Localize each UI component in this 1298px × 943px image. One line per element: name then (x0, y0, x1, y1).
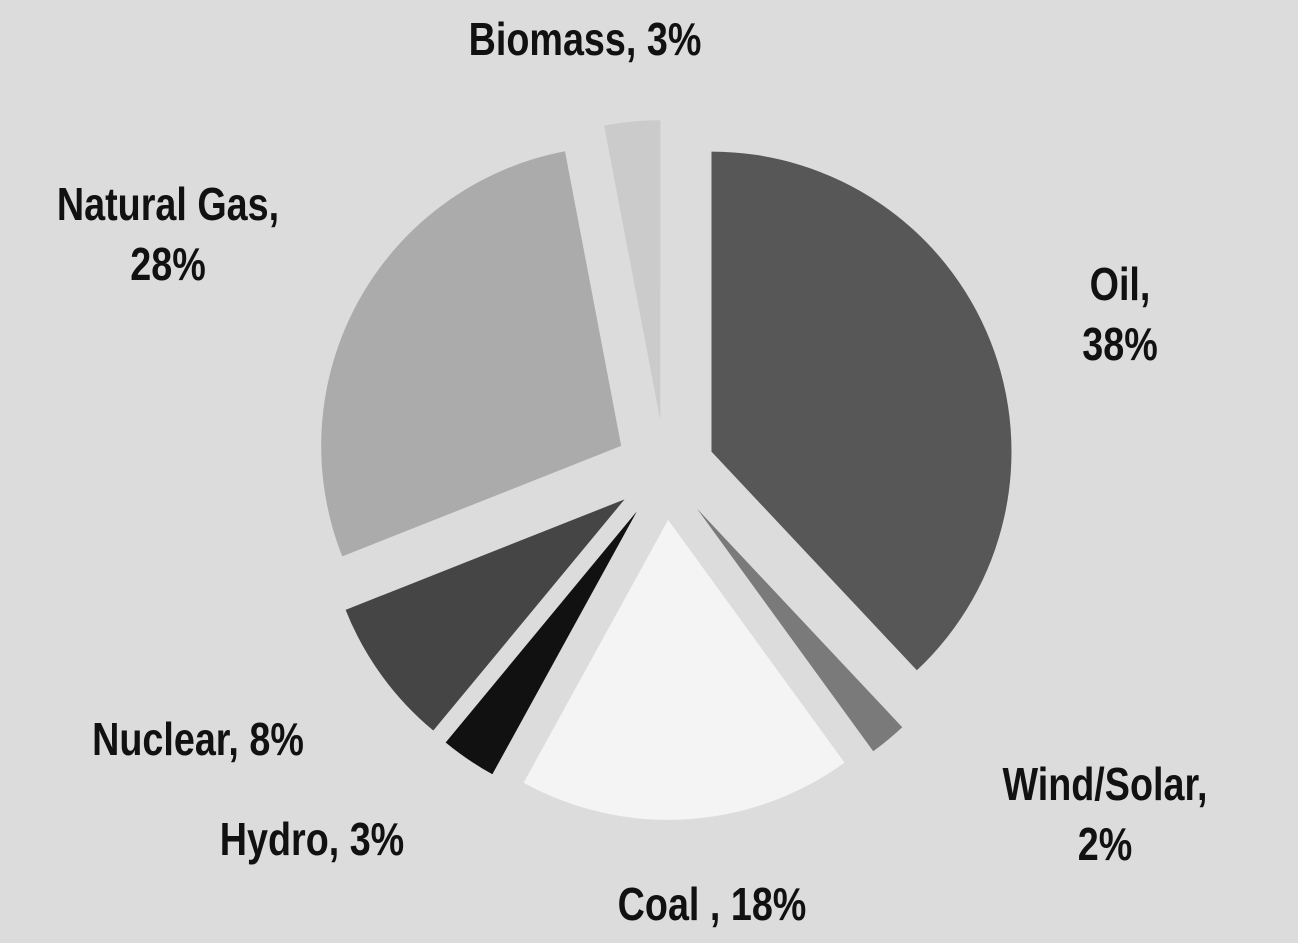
slice-label: Hydro, 3% (219, 813, 405, 866)
pie-slice (604, 120, 661, 421)
pie-slice (711, 151, 1012, 671)
slice-label: Oil, 38% (1082, 258, 1158, 370)
slice-label: Coal , 18% (617, 878, 807, 931)
pie-slice (696, 508, 903, 752)
slice-label: Biomass, 3% (468, 13, 702, 66)
pie-slice (523, 519, 845, 820)
pie-slice (345, 499, 625, 731)
slice-label: Natural Gas, 28% (56, 178, 280, 290)
slice-label: Wind/Solar, 2% (1002, 758, 1208, 870)
slice-label: Nuclear, 8% (92, 713, 304, 766)
pie-slice (445, 511, 637, 775)
pie-slice (321, 151, 622, 557)
